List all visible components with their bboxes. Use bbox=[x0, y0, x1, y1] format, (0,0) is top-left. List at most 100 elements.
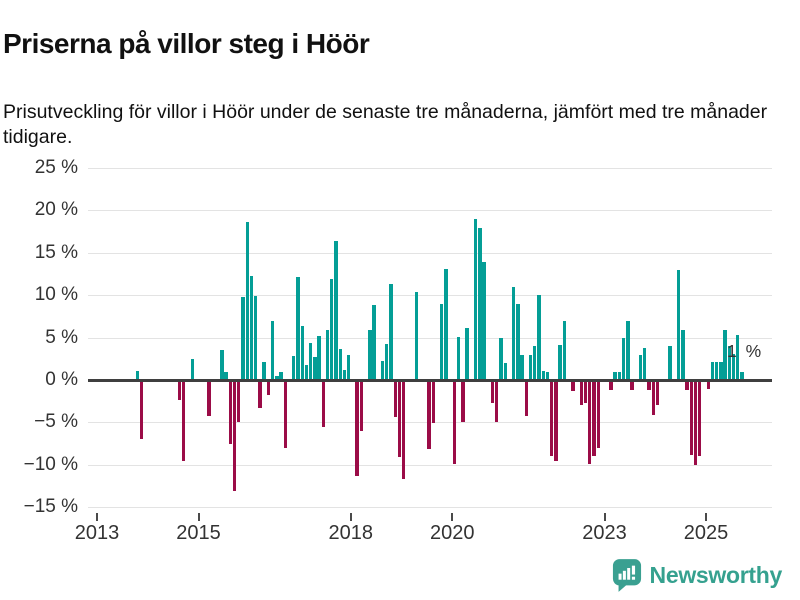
x-axis-tick bbox=[349, 513, 352, 521]
positive-bar bbox=[558, 345, 562, 380]
positive-bar bbox=[292, 356, 296, 380]
x-axis-label: 2013 bbox=[74, 522, 120, 544]
negative-bar bbox=[431, 380, 435, 424]
negative-bar bbox=[655, 380, 660, 405]
positive-bar bbox=[372, 305, 376, 380]
positive-bar bbox=[676, 269, 681, 380]
positive-bar bbox=[478, 228, 482, 380]
positive-bar bbox=[241, 296, 245, 380]
positive-bar bbox=[317, 335, 321, 380]
positive-bar bbox=[296, 277, 300, 380]
y-axis-label: 25 % bbox=[34, 156, 78, 178]
negative-bar bbox=[258, 380, 262, 408]
negative-bar bbox=[237, 380, 241, 423]
gridline bbox=[88, 507, 772, 509]
negative-bar bbox=[402, 380, 406, 480]
positive-bar bbox=[456, 336, 461, 380]
negative-bar bbox=[689, 380, 693, 455]
positive-bar bbox=[638, 354, 643, 380]
negative-bar bbox=[359, 380, 364, 431]
positive-bar bbox=[473, 218, 478, 380]
negative-bar bbox=[609, 380, 613, 391]
positive-bar bbox=[681, 329, 685, 380]
positive-bar bbox=[330, 279, 334, 380]
positive-bar bbox=[249, 275, 254, 380]
brand-name: Newsworthy bbox=[649, 562, 783, 588]
negative-bar bbox=[283, 380, 287, 448]
positive-bar bbox=[731, 353, 736, 380]
positive-bar bbox=[723, 329, 727, 380]
zero-axis-line bbox=[88, 379, 772, 382]
positive-bar bbox=[338, 348, 342, 380]
x-axis-tick bbox=[603, 513, 606, 521]
gridline bbox=[88, 464, 772, 466]
latest-value-annotation: 1 % bbox=[727, 341, 764, 361]
x-axis-tick bbox=[451, 513, 454, 521]
negative-bar bbox=[630, 380, 634, 391]
positive-bar bbox=[710, 362, 715, 380]
x-axis-tick bbox=[705, 513, 707, 521]
positive-bar bbox=[626, 321, 630, 380]
positive-bar bbox=[482, 262, 486, 380]
x-axis-tick bbox=[197, 513, 200, 521]
positive-bar bbox=[224, 371, 228, 380]
negative-bar bbox=[579, 380, 584, 406]
positive-bar bbox=[190, 358, 194, 380]
negative-bar bbox=[182, 380, 186, 462]
negative-bar bbox=[177, 380, 182, 401]
y-axis-label: 5 % bbox=[45, 326, 78, 348]
positive-bar bbox=[440, 303, 444, 380]
negative-bar bbox=[207, 380, 211, 417]
positive-bar bbox=[613, 372, 617, 380]
negative-bar bbox=[651, 380, 655, 415]
y-axis-label: 20 % bbox=[34, 199, 78, 221]
positive-bar bbox=[262, 362, 266, 380]
bar-chart-speech-bubble-icon bbox=[612, 558, 642, 593]
positive-bar bbox=[714, 362, 719, 380]
newsworthy-logo: Newsworthy bbox=[612, 558, 782, 593]
x-axis-label: 2018 bbox=[328, 522, 374, 544]
gridline bbox=[88, 167, 772, 169]
positive-bar bbox=[313, 357, 317, 380]
positive-bar bbox=[621, 338, 626, 380]
x-axis-label: 2025 bbox=[683, 522, 729, 544]
positive-bar bbox=[270, 321, 275, 380]
positive-bar bbox=[444, 268, 448, 380]
y-axis-label: −15 % bbox=[23, 496, 78, 518]
positive-bar bbox=[528, 355, 533, 380]
positive-bar bbox=[245, 222, 249, 380]
negative-bar bbox=[397, 380, 402, 458]
positive-bar bbox=[545, 372, 550, 380]
gridline bbox=[88, 337, 772, 339]
negative-bar bbox=[596, 380, 600, 448]
gridline bbox=[88, 295, 772, 297]
negative-bar bbox=[427, 380, 431, 449]
chart-subtitle: Prisutveckling för villor i Höör under d… bbox=[3, 100, 768, 149]
negative-bar bbox=[592, 380, 596, 457]
gridline bbox=[88, 210, 772, 212]
x-axis-label: 2023 bbox=[582, 522, 627, 544]
y-axis-label: −5 % bbox=[34, 411, 78, 433]
negative-bar bbox=[266, 380, 271, 396]
positive-bar bbox=[511, 286, 516, 380]
positive-bar bbox=[368, 329, 372, 380]
positive-bar bbox=[499, 337, 503, 380]
positive-bar bbox=[135, 370, 139, 380]
x-axis-label: 2020 bbox=[430, 522, 475, 544]
positive-bar bbox=[414, 291, 419, 380]
gridline bbox=[88, 252, 772, 254]
positive-bar bbox=[562, 321, 567, 380]
negative-bar bbox=[452, 380, 457, 464]
x-axis-tick bbox=[96, 513, 98, 521]
negative-bar bbox=[321, 380, 326, 427]
page-title: Priserna på villor steg i Höör bbox=[3, 27, 370, 59]
positive-bar bbox=[220, 350, 224, 380]
negative-bar bbox=[524, 380, 529, 416]
positive-bar bbox=[308, 342, 313, 380]
negative-bar bbox=[490, 380, 495, 403]
negative-bar bbox=[232, 380, 237, 492]
positive-bar bbox=[334, 240, 338, 380]
negative-bar bbox=[706, 380, 710, 390]
